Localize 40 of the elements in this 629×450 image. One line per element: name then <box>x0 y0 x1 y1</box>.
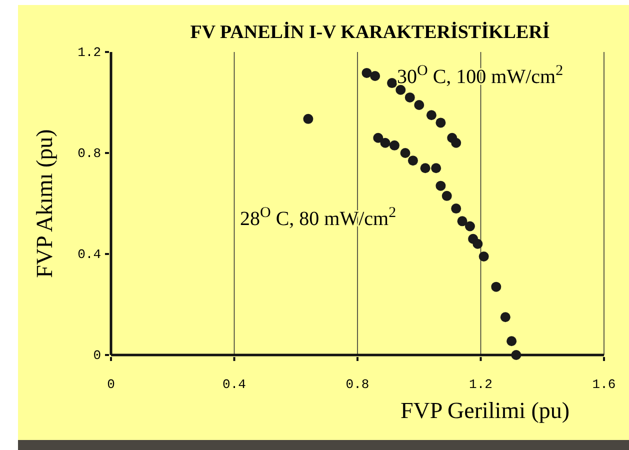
y-tick-label: 0.8 <box>78 146 101 161</box>
point <box>373 132 384 143</box>
y-axis-title: FVP Akımı (pu) <box>32 129 57 278</box>
x-tick-label: 0.4 <box>222 377 246 392</box>
point <box>478 252 489 262</box>
point <box>420 163 430 174</box>
point <box>404 92 415 102</box>
point <box>400 148 410 158</box>
x-axis-title: FVP Gerilimi (pu) <box>400 398 570 423</box>
point <box>380 138 390 148</box>
x-tick-label: 1.6 <box>592 377 616 392</box>
point <box>414 100 424 110</box>
point <box>451 138 462 148</box>
chart-title: FV PANELİN I-V KARAKTERİSTİKLERİ <box>190 21 550 43</box>
point <box>500 312 510 322</box>
x-tick-label: 0.8 <box>346 377 370 392</box>
point <box>442 190 452 201</box>
point <box>408 156 418 166</box>
y-tick-label: 0.4 <box>78 247 102 262</box>
point <box>396 84 406 95</box>
point <box>451 204 462 214</box>
point <box>426 110 436 120</box>
x-tick-label: 0 <box>107 377 115 392</box>
point <box>370 70 380 81</box>
point <box>431 163 442 174</box>
point <box>389 140 400 150</box>
point <box>457 216 468 226</box>
point <box>491 282 502 292</box>
y-tick-label: 0 <box>93 348 101 363</box>
point <box>436 180 446 191</box>
x-tick-label: 1.2 <box>469 377 492 392</box>
point <box>362 68 372 78</box>
point <box>387 78 398 88</box>
point <box>506 336 517 346</box>
point <box>472 238 483 249</box>
point <box>303 114 314 124</box>
point <box>464 221 475 232</box>
point <box>511 350 522 360</box>
point <box>436 118 446 128</box>
y-tick-label: 1.2 <box>78 45 101 60</box>
